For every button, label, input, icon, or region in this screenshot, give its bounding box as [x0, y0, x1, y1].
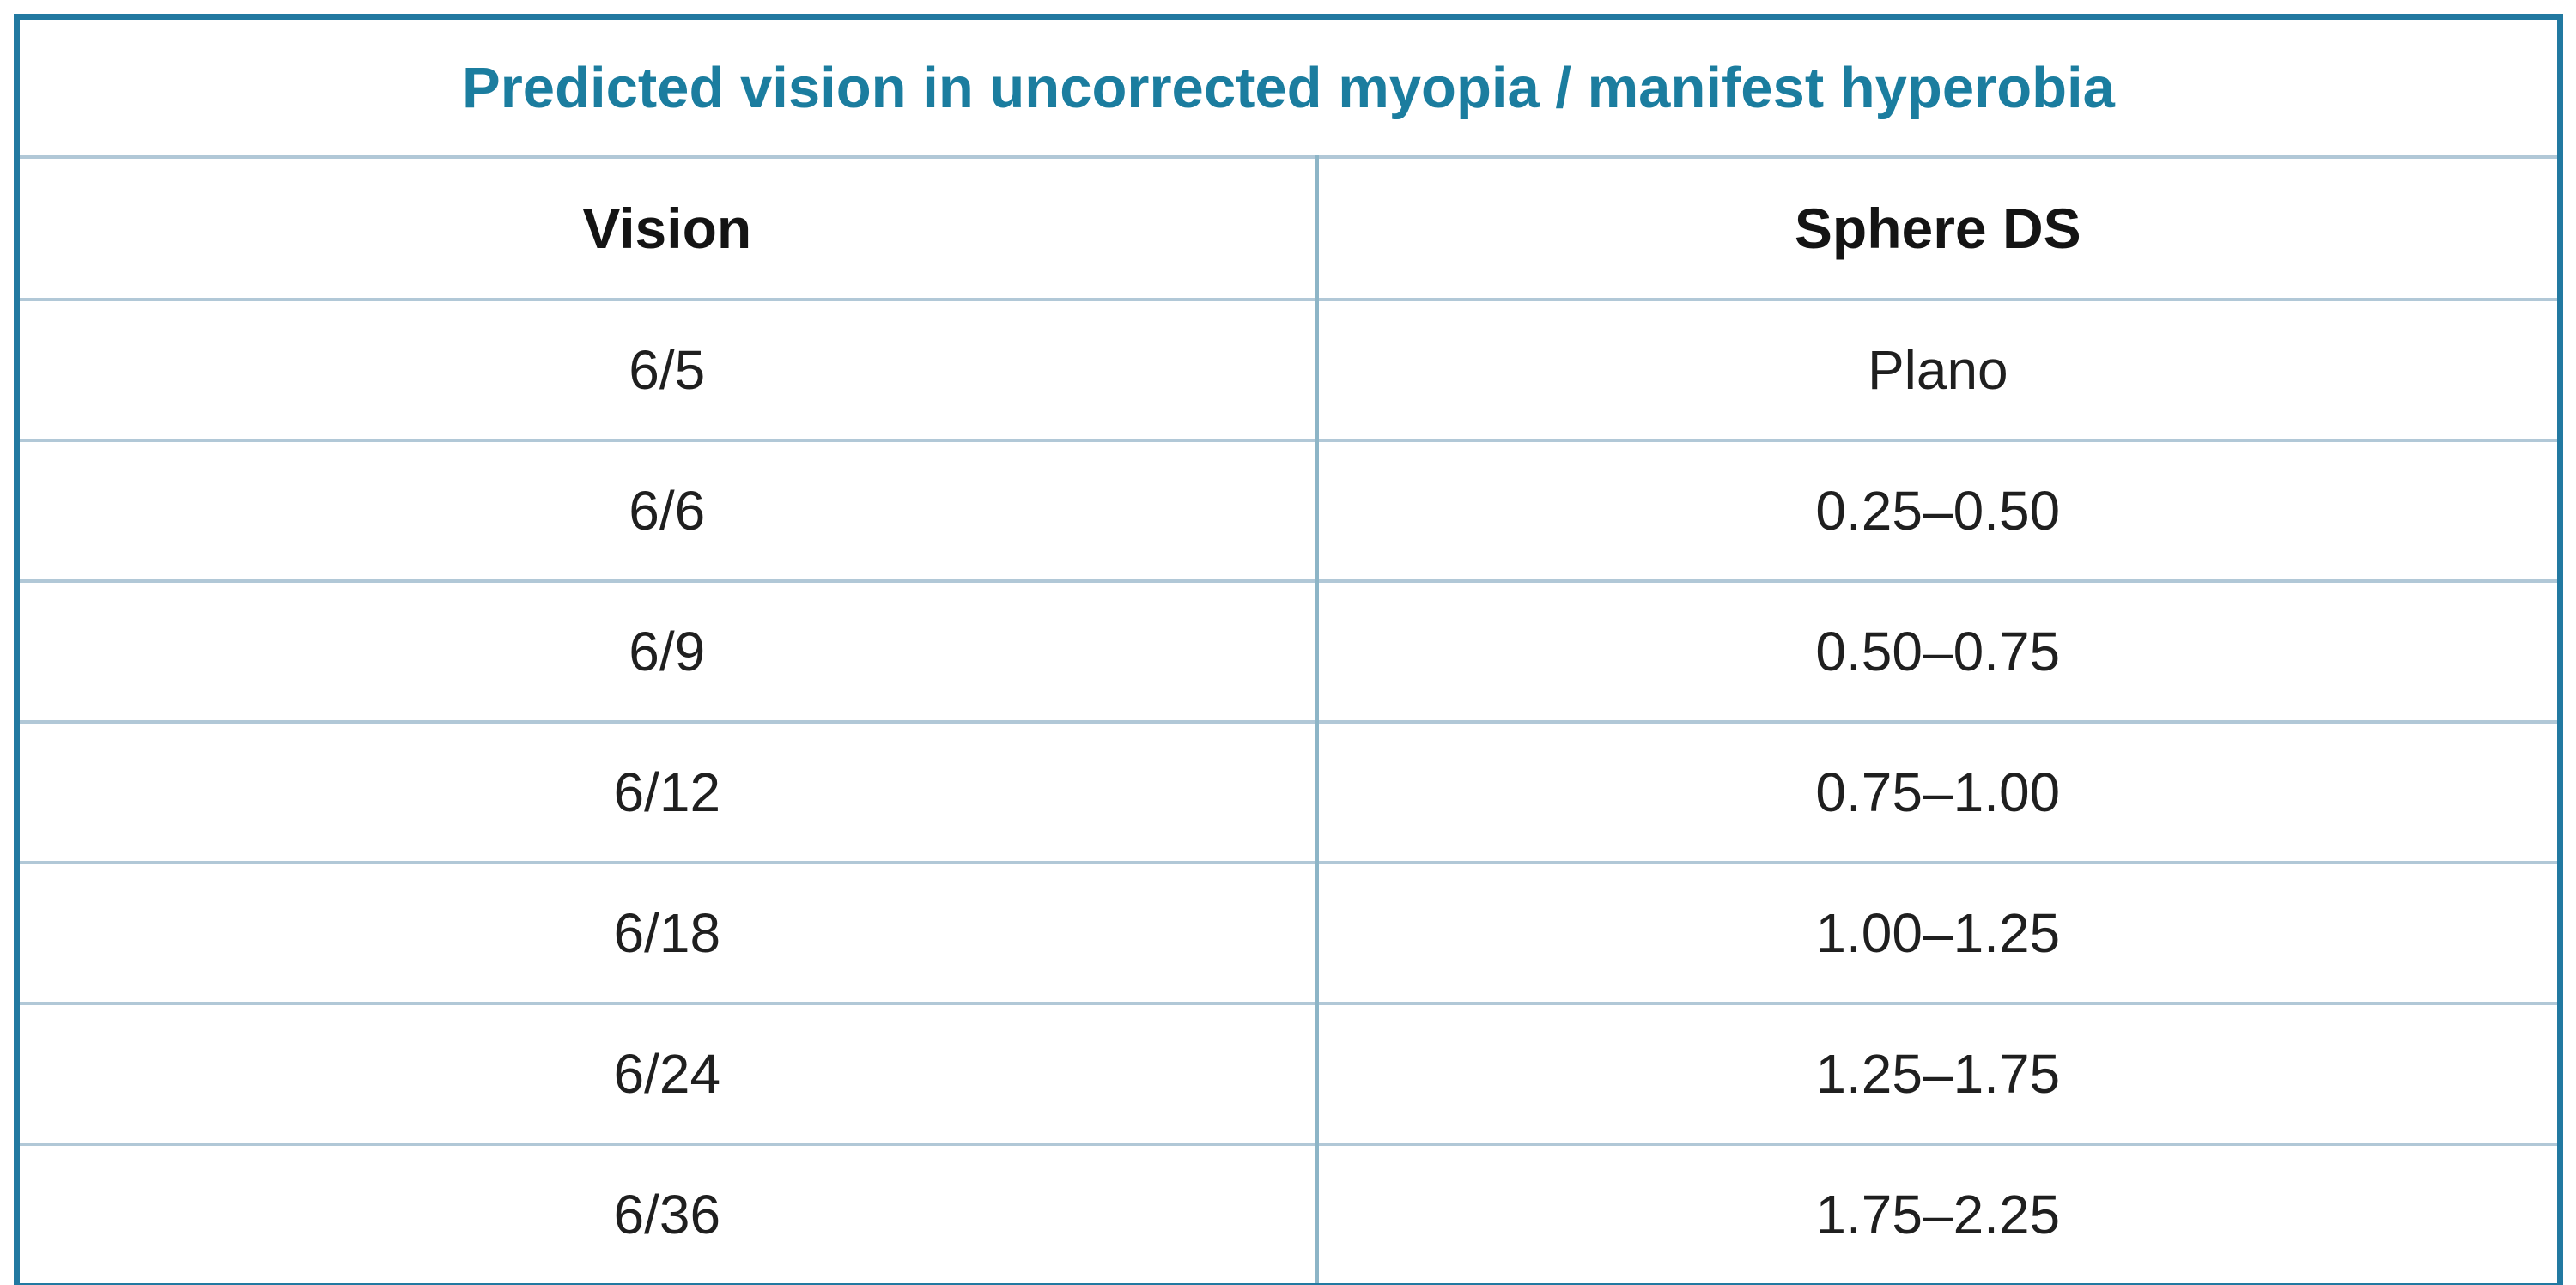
- sphere-cell: 0.75–1.00: [1314, 722, 2561, 864]
- table-row: 6/36 1.75–2.25: [17, 1144, 2561, 1285]
- sphere-cell: Plano: [1314, 300, 2561, 442]
- table-header-row: Vision Sphere DS: [16, 157, 2561, 301]
- sphere-cell: 1.75–2.25: [1314, 1144, 2561, 1285]
- table-row: 6/18 1.00–1.25: [16, 863, 2561, 1005]
- vision-cell: 6/18: [16, 863, 1317, 1005]
- sphere-cell: 1.00–1.25: [1314, 863, 2561, 1005]
- table-row: 6/6 0.25–0.50: [16, 440, 2561, 583]
- prediction-table: Predicted vision in uncorrected myopia /…: [14, 14, 2563, 1285]
- vision-cell: 6/9: [16, 581, 1317, 724]
- vision-cell: 6/24: [16, 1003, 1317, 1146]
- sphere-cell: 0.50–0.75: [1314, 581, 2561, 724]
- table-row: 6/12 0.75–1.00: [16, 722, 2561, 864]
- table-title-row: Predicted vision in uncorrected myopia /…: [16, 16, 2561, 159]
- vision-cell: 6/6: [16, 440, 1317, 583]
- sphere-cell: 1.25–1.75: [1314, 1003, 2561, 1146]
- column-header-sphere: Sphere DS: [1314, 157, 2561, 301]
- vision-cell: 6/12: [16, 722, 1317, 864]
- table-row: 6/24 1.25–1.75: [16, 1003, 2561, 1146]
- column-header-vision: Vision: [16, 157, 1317, 301]
- vision-cell: 6/5: [16, 300, 1317, 442]
- sphere-cell: 0.25–0.50: [1314, 440, 2561, 583]
- vision-cell: 6/36: [613, 1184, 721, 1246]
- table-row: 6/9 0.50–0.75: [16, 581, 2561, 724]
- table-title: Predicted vision in uncorrected myopia /…: [16, 16, 2561, 159]
- table-row: 6/5 Plano: [16, 300, 2561, 442]
